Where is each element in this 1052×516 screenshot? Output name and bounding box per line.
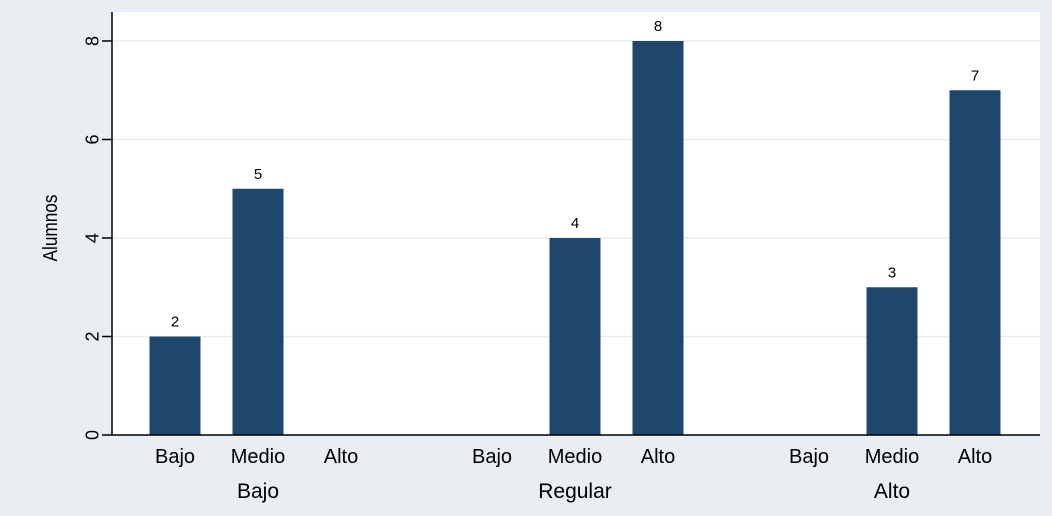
category-label: Medio — [865, 446, 919, 468]
y-axis-title: Alumnos — [39, 195, 62, 262]
bar — [866, 287, 918, 435]
bar — [632, 41, 684, 435]
bar-value-label: 8 — [654, 18, 662, 35]
data-labels: 2 5 4 8 3 7 — [171, 18, 979, 331]
category-label: Medio — [548, 446, 602, 468]
y-tick-label: 6 — [82, 134, 102, 144]
axes: 0 2 4 6 8 Bajo Medio Alto Bajo Bajo Medio Alto Regul… — [82, 12, 1040, 503]
bar — [232, 188, 284, 435]
category-label: Medio — [231, 446, 285, 468]
category-label: Alto — [641, 446, 675, 468]
y-tick-label: 2 — [82, 331, 102, 341]
y-tick-label: 8 — [82, 36, 102, 46]
group-label: Bajo — [237, 480, 279, 503]
bars — [149, 41, 1001, 435]
bar-value-label: 4 — [571, 215, 579, 232]
y-tick-label: 0 — [82, 430, 102, 440]
category-label: Alto — [958, 446, 992, 468]
bar — [949, 90, 1001, 435]
group-label: Regular — [538, 480, 612, 503]
bar-value-label: 7 — [971, 67, 979, 84]
category-label: Bajo — [155, 446, 195, 468]
bar-value-label: 5 — [254, 166, 262, 183]
y-tick-label: 4 — [82, 233, 102, 243]
bar — [549, 238, 601, 435]
category-label: Bajo — [472, 446, 512, 468]
bar-value-label: 3 — [888, 264, 896, 281]
bar-value-label: 2 — [171, 314, 179, 331]
category-label: Alto — [324, 446, 358, 468]
category-label: Bajo — [789, 446, 829, 468]
group-label: Alto — [874, 480, 910, 503]
bar — [149, 336, 201, 435]
